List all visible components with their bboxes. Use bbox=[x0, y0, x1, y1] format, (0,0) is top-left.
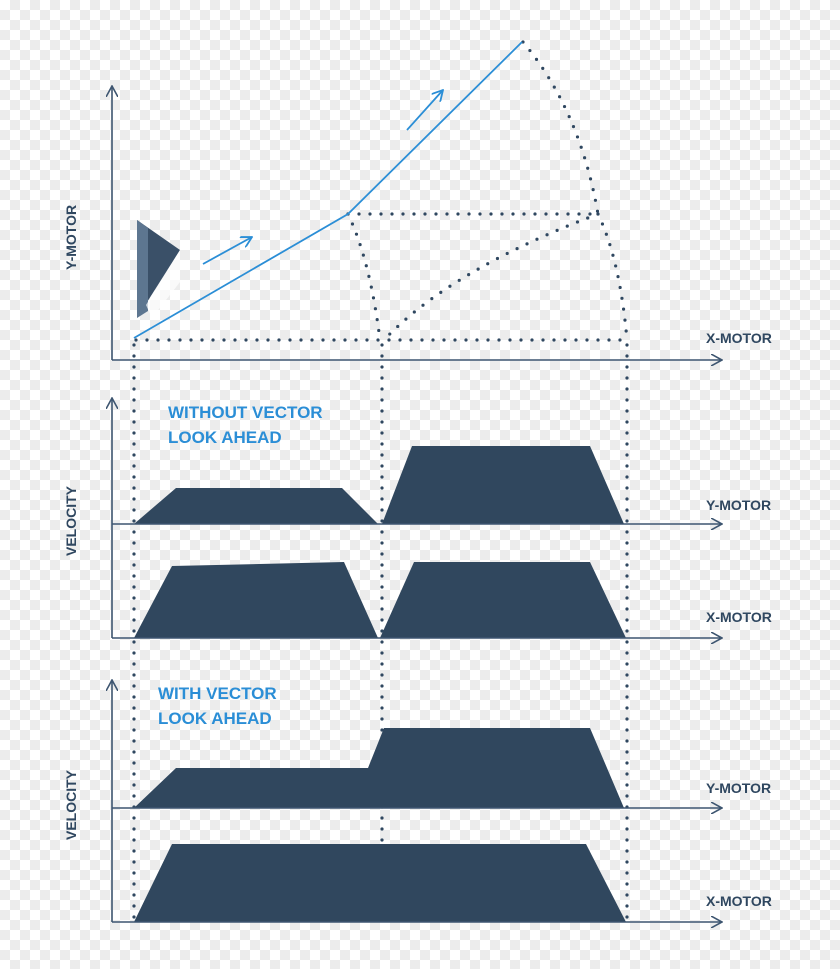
without-look-ahead-panel: WITHOUT VECTOR LOOK AHEAD VELOCITY Y-MOT… bbox=[63, 398, 772, 638]
tool-path-line bbox=[133, 41, 523, 339]
direction-arrow-icon bbox=[202, 237, 252, 265]
velocity-label-2: VELOCITY bbox=[63, 769, 79, 840]
guide-arc-inner-dots bbox=[382, 212, 600, 342]
y-motor-profile-without-seg1 bbox=[134, 488, 378, 524]
guide-arc-right-dots bbox=[596, 212, 629, 342]
guide-arc-left-dots bbox=[346, 212, 382, 342]
x-motor-profile-with bbox=[134, 844, 626, 922]
tool-head-icon bbox=[137, 220, 180, 318]
y-motor-label-2: Y-MOTOR bbox=[706, 780, 771, 796]
y-motor-label-1: Y-MOTOR bbox=[706, 497, 771, 513]
guide-arc-upper-dots bbox=[521, 40, 600, 216]
without-title-line2: LOOK AHEAD bbox=[168, 428, 282, 447]
y-motor-profile-with bbox=[134, 728, 624, 808]
xy-path-panel: Y-MOTOR X-MOTOR bbox=[63, 40, 772, 360]
x-motor-label-2: X-MOTOR bbox=[706, 893, 772, 909]
velocity-label-1: VELOCITY bbox=[63, 485, 79, 556]
top-y-axis-label: Y-MOTOR bbox=[63, 205, 79, 270]
x-motor-label-1: X-MOTOR bbox=[706, 609, 772, 625]
direction-arrow-icon bbox=[406, 90, 443, 131]
y-motor-profile-without-seg2 bbox=[382, 446, 624, 524]
with-title-line2: LOOK AHEAD bbox=[158, 709, 272, 728]
x-motor-profile-without-seg2 bbox=[380, 562, 626, 638]
with-title-line1: WITH VECTOR bbox=[158, 684, 277, 703]
x-motor-profile-without-seg1 bbox=[134, 562, 378, 638]
top-x-axis-label: X-MOTOR bbox=[706, 330, 772, 346]
with-look-ahead-panel: WITH VECTOR LOOK AHEAD VELOCITY Y-MOTOR … bbox=[63, 680, 772, 922]
without-title-line1: WITHOUT VECTOR bbox=[168, 403, 323, 422]
